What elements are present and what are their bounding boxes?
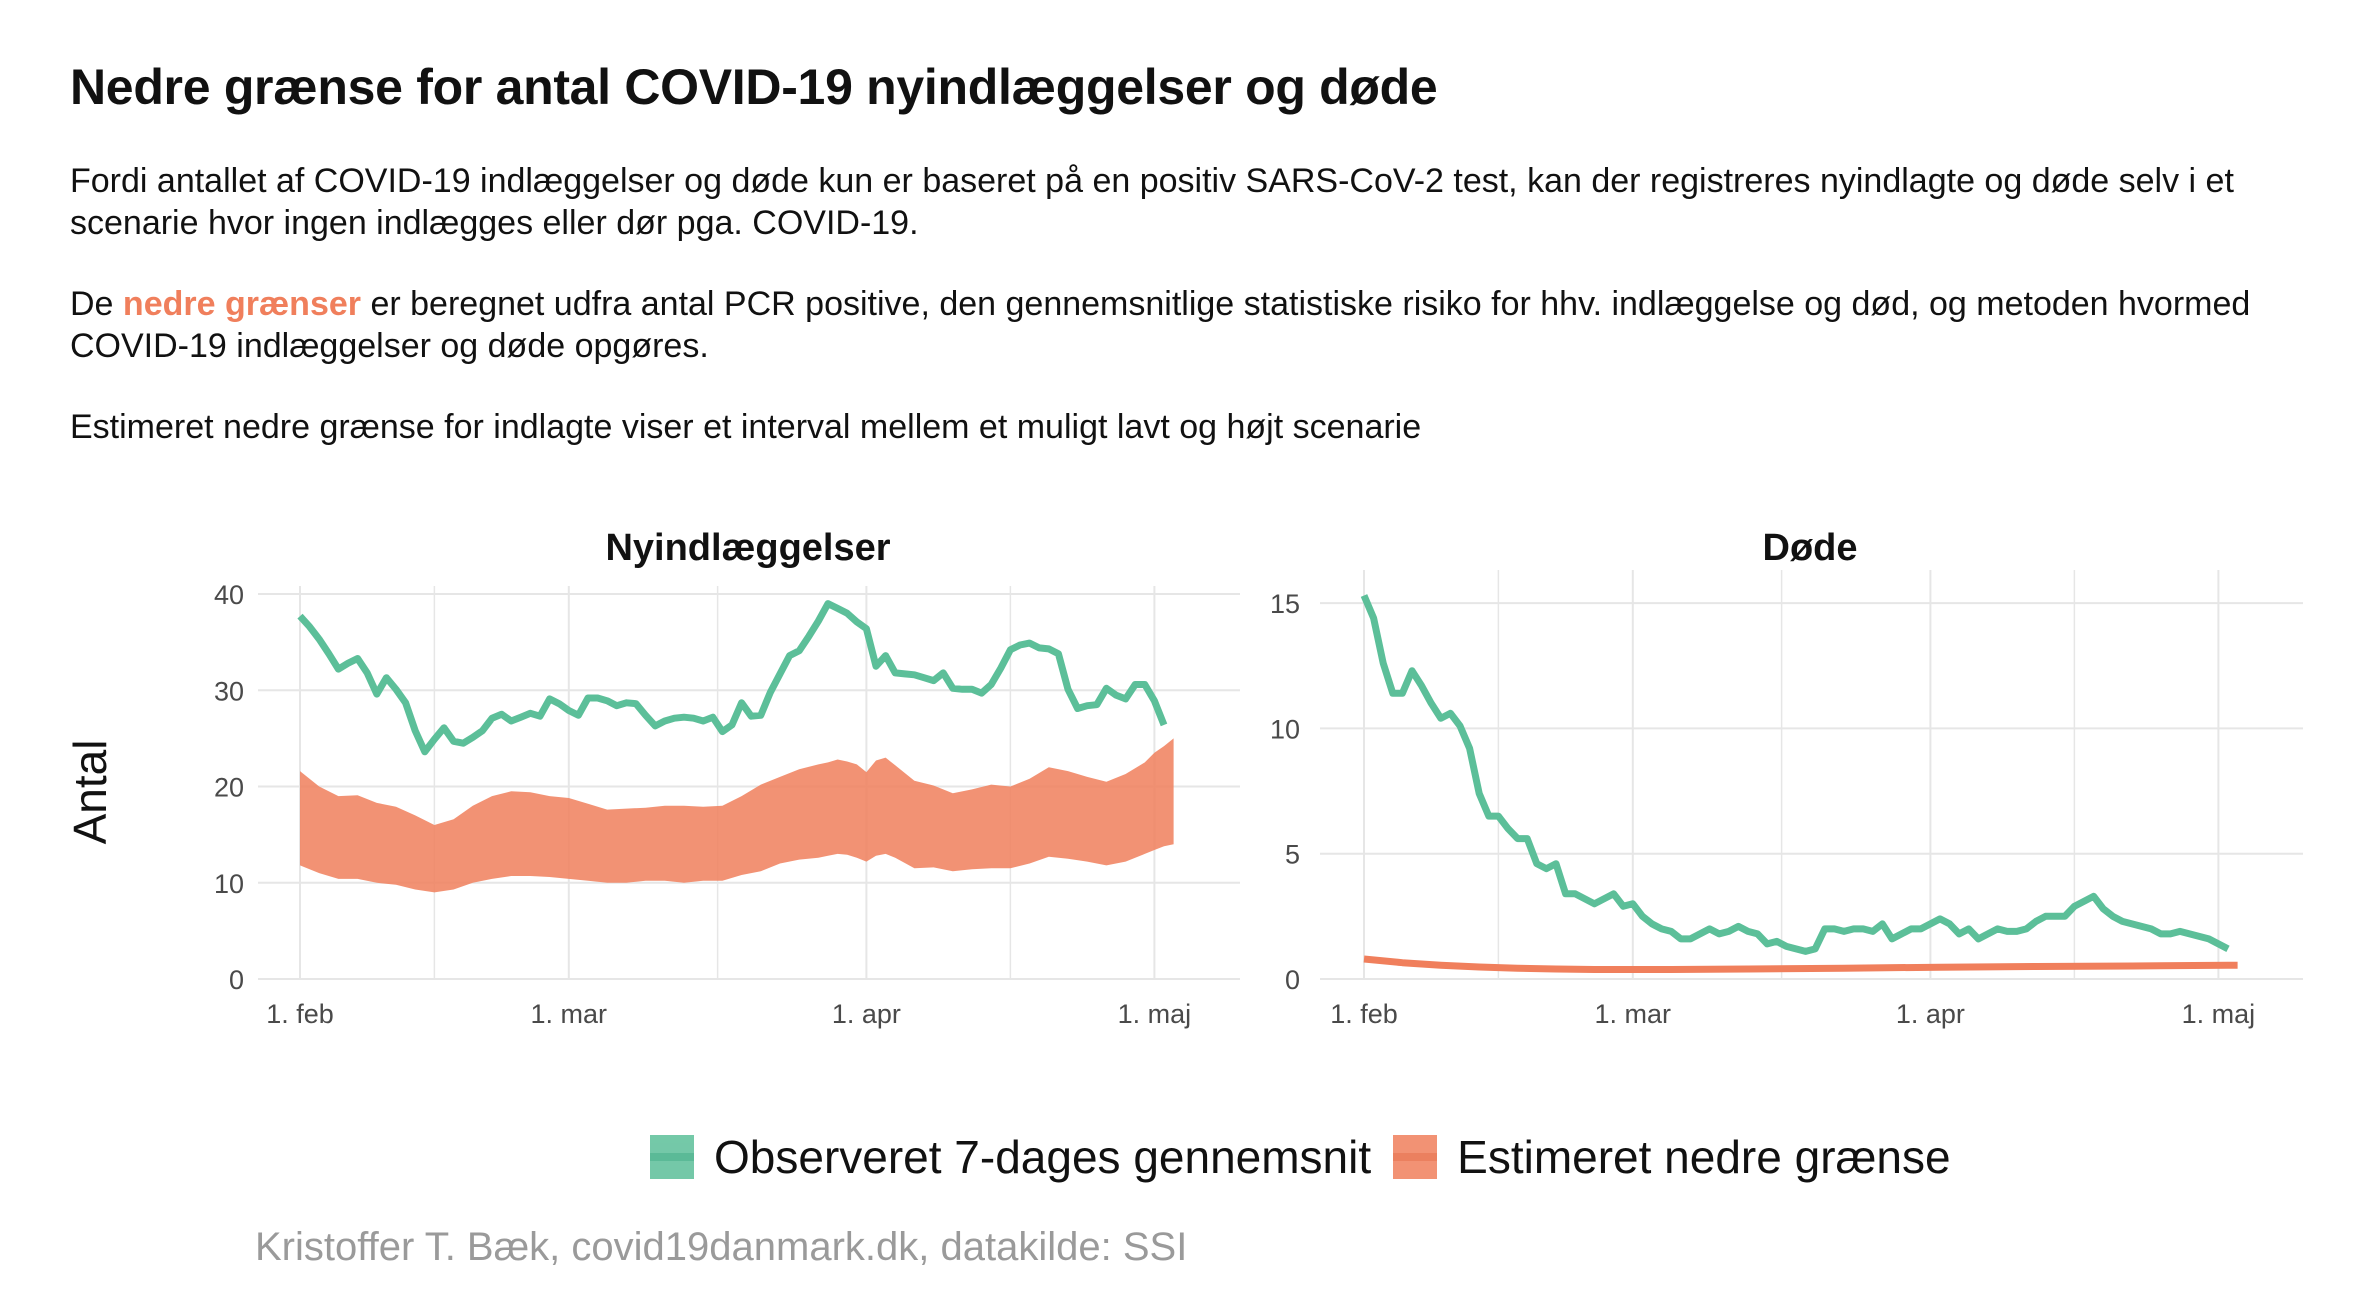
panel-title: Døde	[1763, 527, 1858, 569]
x-tick-label: 1. mar	[531, 999, 608, 1029]
x-tick-label: 1. maj	[2182, 999, 2256, 1029]
legend: Observeret 7-dages gennemsnit Estimeret …	[650, 1130, 1973, 1184]
x-tick-label: 1. feb	[266, 999, 334, 1029]
legend-item-estimate: Estimeret nedre grænse	[1393, 1130, 1951, 1184]
y-tick-label: 30	[214, 676, 244, 706]
y-tick-label: 5	[1285, 840, 1300, 870]
x-tick-label: 1. maj	[1118, 999, 1192, 1029]
observed-line	[1360, 594, 2230, 955]
estimate-line	[1363, 955, 2238, 973]
highlight-nedre-graenser: nedre grænser	[122, 285, 362, 323]
intro-paragraph: Fordi antallet af COVID-19 indlæggelser …	[70, 162, 2234, 242]
x-tick-label: 1. apr	[1896, 999, 1965, 1029]
y-tick-label: 10	[1270, 714, 1300, 744]
y-tick-label: 15	[1270, 589, 1300, 619]
y-tick-label: 0	[1285, 965, 1300, 995]
x-tick-label: 1. feb	[1330, 999, 1398, 1029]
method-text-before: De	[70, 285, 123, 323]
legend-key-estimate	[1393, 1135, 1438, 1179]
y-axis-label: Antal	[64, 740, 116, 845]
method-paragraph: De nedre grænser er beregnet udfra antal…	[70, 283, 2300, 367]
caption: Kristoffer T. Bæk, covid19danmark.dk, da…	[255, 1225, 1188, 1269]
page-title: Nedre grænse for antal COVID-19 nyindlæg…	[70, 59, 1438, 115]
y-tick-label: 20	[214, 773, 244, 803]
legend-item-observed: Observeret 7-dages gennemsnit	[650, 1130, 1371, 1184]
legend-label-observed: Observeret 7-dages gennemsnit	[714, 1131, 1372, 1183]
legend-key-observed	[650, 1135, 694, 1179]
y-tick-label: 0	[229, 965, 244, 995]
y-tick-label: 40	[214, 580, 244, 610]
estimate-band	[300, 738, 1174, 893]
interval-paragraph: Estimeret nedre grænse for indlagte vise…	[70, 408, 1422, 446]
observed-line	[297, 600, 1168, 756]
panel-title: Nyindlæggelser	[605, 527, 890, 569]
method-text-after: er beregnet udfra antal PCR positive, de…	[70, 285, 2251, 365]
x-tick-label: 1. apr	[832, 999, 901, 1029]
x-tick-label: 1. mar	[1595, 999, 1672, 1029]
y-tick-label: 10	[214, 869, 244, 899]
legend-label-estimate: Estimeret nedre grænse	[1457, 1131, 1951, 1183]
